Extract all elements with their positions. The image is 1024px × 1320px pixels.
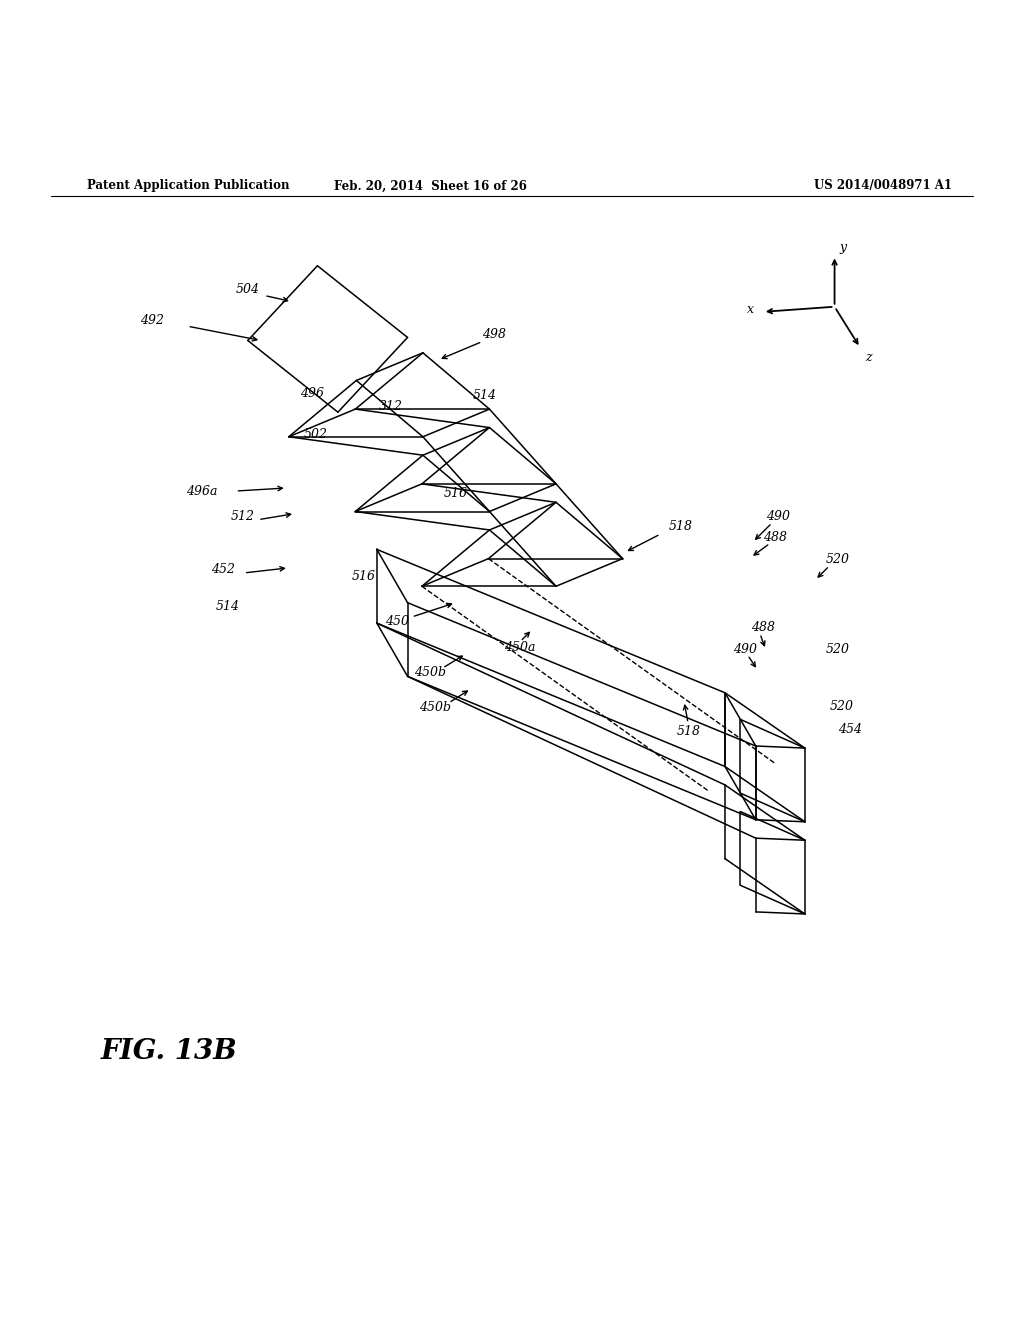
Text: Feb. 20, 2014  Sheet 16 of 26: Feb. 20, 2014 Sheet 16 of 26 [334, 180, 526, 193]
Text: FIG. 13B: FIG. 13B [100, 1038, 238, 1065]
Text: 312: 312 [379, 400, 403, 413]
Text: 496: 496 [300, 387, 325, 400]
Text: 516: 516 [351, 569, 376, 582]
Text: 518: 518 [669, 520, 693, 533]
Text: x: x [748, 304, 754, 317]
Text: 520: 520 [829, 700, 854, 713]
Text: 488: 488 [751, 620, 775, 634]
Text: 498: 498 [481, 327, 506, 341]
Text: 520: 520 [825, 553, 850, 566]
Text: y: y [840, 240, 846, 253]
Text: 502: 502 [303, 428, 328, 441]
Text: 450b: 450b [419, 701, 452, 714]
Text: 516: 516 [443, 487, 468, 499]
Text: 514: 514 [472, 389, 497, 403]
Text: z: z [865, 351, 871, 364]
Text: 504: 504 [236, 282, 260, 296]
Text: 520: 520 [825, 643, 850, 656]
Text: 454: 454 [838, 723, 862, 737]
Text: Patent Application Publication: Patent Application Publication [87, 180, 290, 193]
Text: 450: 450 [385, 615, 410, 627]
Text: 512: 512 [230, 510, 255, 523]
Text: 488: 488 [763, 531, 787, 544]
Text: 450a: 450a [505, 642, 536, 655]
Text: 490: 490 [766, 510, 791, 523]
Text: 492: 492 [139, 314, 164, 326]
Text: 450b: 450b [414, 665, 446, 678]
Text: 514: 514 [215, 601, 240, 614]
Text: US 2014/0048971 A1: US 2014/0048971 A1 [814, 180, 952, 193]
Text: 496a: 496a [186, 484, 217, 498]
Text: 452: 452 [211, 564, 236, 577]
Text: 490: 490 [733, 643, 758, 656]
Text: 518: 518 [677, 725, 701, 738]
